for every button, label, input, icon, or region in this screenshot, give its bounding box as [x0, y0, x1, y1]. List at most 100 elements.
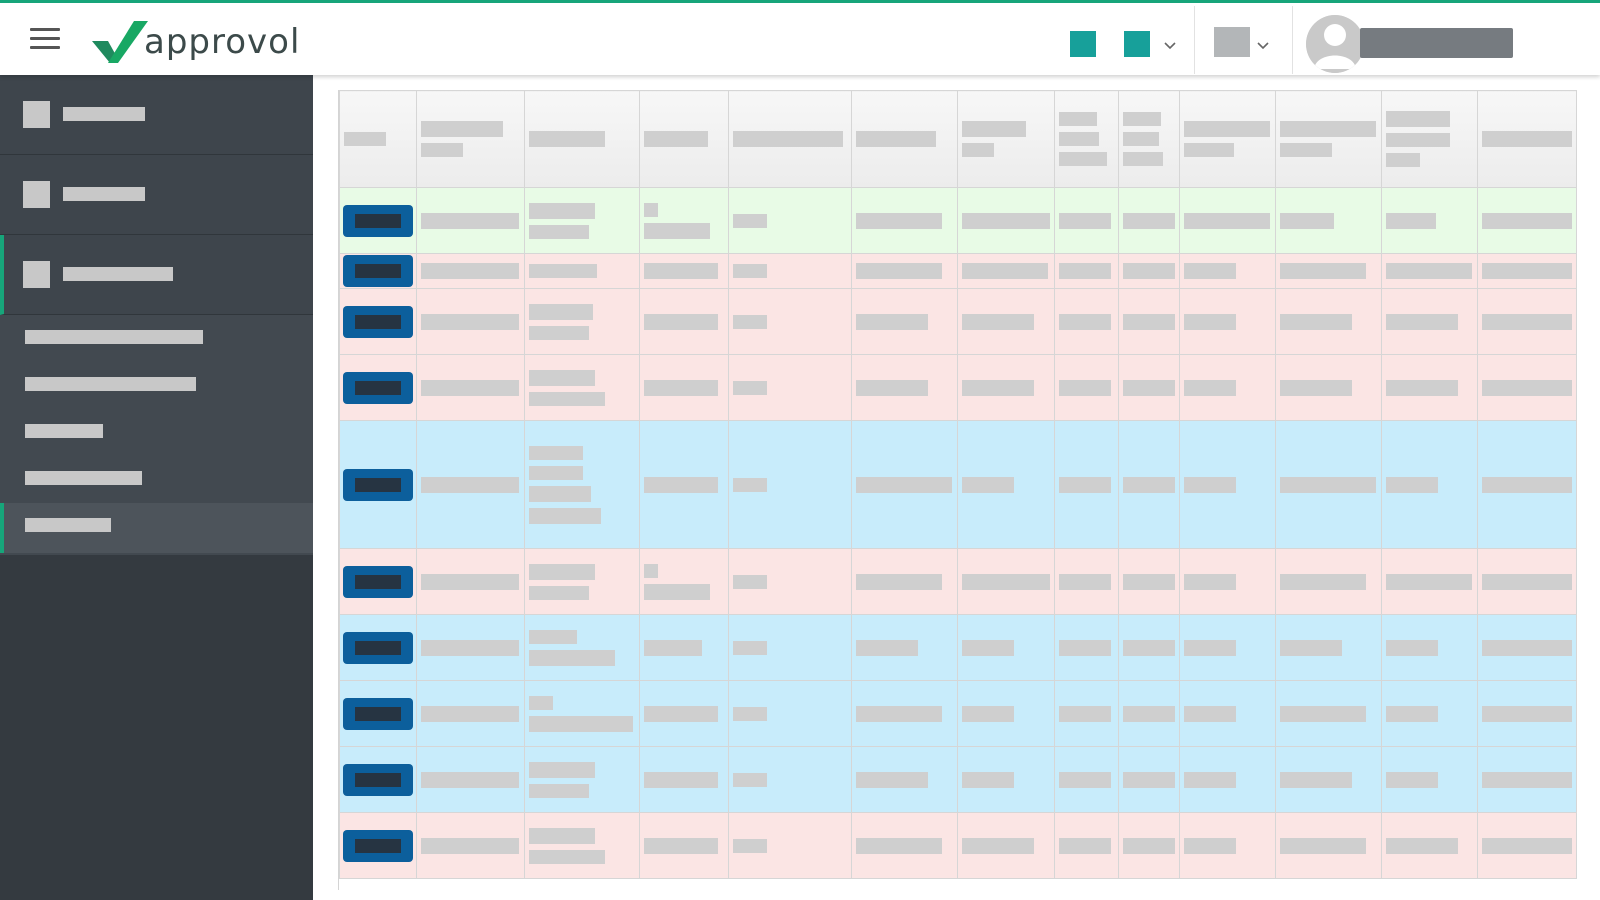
- redacted-text: [1059, 379, 1112, 396]
- table-row[interactable]: [339, 288, 1577, 355]
- row-action-button[interactable]: [342, 763, 413, 796]
- table-cell: [339, 253, 417, 289]
- redacted-text: [1122, 573, 1175, 590]
- column-header[interactable]: [1178, 90, 1276, 188]
- redacted-text: [1386, 771, 1439, 788]
- row-action-button[interactable]: [342, 565, 413, 598]
- sidebar-item-1[interactable]: [0, 75, 313, 155]
- table-cell: [1054, 746, 1119, 813]
- sidebar-item-2[interactable]: [0, 155, 313, 235]
- submenu-item-2[interactable]: [0, 362, 313, 409]
- column-header[interactable]: [1381, 90, 1478, 188]
- row-action-button[interactable]: [342, 468, 413, 501]
- column-header[interactable]: [727, 90, 852, 188]
- row-action-button[interactable]: [342, 255, 413, 287]
- table-cell: [339, 420, 417, 549]
- redacted-text: [1386, 837, 1459, 854]
- submenu-item-4[interactable]: [0, 456, 313, 503]
- table-cell: [1274, 187, 1383, 254]
- column-header[interactable]: [957, 90, 1056, 188]
- redacted-text: [1386, 212, 1437, 229]
- table-scroll-area[interactable]: [338, 90, 1577, 890]
- company-icon[interactable]: [1124, 31, 1150, 57]
- table-cell: [850, 288, 959, 355]
- table-cell: [1054, 548, 1119, 615]
- table-cell: [957, 614, 1056, 681]
- table-row[interactable]: [339, 187, 1577, 254]
- redacted-text: [1279, 143, 1332, 157]
- table-cell: [524, 680, 641, 747]
- redacted-text: [1183, 771, 1236, 788]
- redacted-text: [962, 771, 1015, 788]
- column-header[interactable]: [1274, 90, 1383, 188]
- redacted-text: [1279, 313, 1352, 330]
- column-header[interactable]: [415, 90, 526, 188]
- column-header[interactable]: [1476, 90, 1577, 188]
- table-row[interactable]: [339, 812, 1577, 879]
- chevron-down-icon[interactable]: [1163, 41, 1177, 51]
- redacted-text: [644, 639, 703, 656]
- submenu-item-5[interactable]: [0, 503, 313, 553]
- redacted-text: [644, 222, 711, 239]
- notification-icon[interactable]: [1070, 31, 1096, 57]
- redacted-text: [1183, 212, 1270, 229]
- redacted-text: [344, 132, 386, 146]
- redacted-text: [420, 143, 463, 157]
- redacted-text: [1279, 263, 1366, 279]
- submenu-item-1[interactable]: [0, 315, 313, 362]
- table-row[interactable]: [339, 680, 1577, 747]
- row-action-button[interactable]: [342, 371, 413, 404]
- table-row[interactable]: [339, 420, 1577, 549]
- table-cell: [524, 354, 641, 421]
- table-cell: [1476, 746, 1577, 813]
- user-name[interactable]: [1360, 28, 1513, 58]
- row-action-button[interactable]: [342, 305, 413, 338]
- redacted-text: [855, 313, 928, 330]
- table-cell: [1054, 680, 1119, 747]
- redacted-text: [732, 772, 767, 787]
- user-avatar-icon[interactable]: [1306, 15, 1364, 73]
- column-header[interactable]: [850, 90, 959, 188]
- table-cell: [639, 812, 729, 879]
- table-row[interactable]: [339, 354, 1577, 421]
- column-header[interactable]: [1054, 90, 1119, 188]
- redacted-text: [1481, 263, 1572, 279]
- redacted-text: [732, 706, 767, 721]
- row-action-button[interactable]: [342, 697, 413, 730]
- redacted-text: [1279, 212, 1334, 229]
- table-cell: [339, 614, 417, 681]
- app-logo[interactable]: approvol: [90, 15, 300, 65]
- table-row[interactable]: [339, 746, 1577, 813]
- column-header[interactable]: [339, 90, 417, 188]
- table-cell: [339, 746, 417, 813]
- row-action-button[interactable]: [342, 204, 413, 237]
- redacted-text: [1059, 705, 1112, 722]
- row-action-button[interactable]: [342, 829, 413, 862]
- table-row[interactable]: [339, 614, 1577, 681]
- column-header[interactable]: [524, 90, 641, 188]
- row-action-button[interactable]: [342, 631, 413, 664]
- table-cell: [1117, 288, 1180, 355]
- column-header[interactable]: [1117, 90, 1180, 188]
- redacted-text: [732, 131, 843, 147]
- hamburger-menu-icon[interactable]: [30, 28, 60, 50]
- table-cell: [1117, 746, 1180, 813]
- redacted-text: [529, 303, 594, 320]
- table-cell: [524, 746, 641, 813]
- table-cell: [850, 253, 959, 289]
- table-cell: [415, 614, 526, 681]
- table-row[interactable]: [339, 548, 1577, 615]
- language-icon[interactable]: [1214, 27, 1250, 57]
- table-cell: [727, 420, 852, 549]
- redacted-text: [1122, 379, 1175, 396]
- table-row[interactable]: [339, 253, 1577, 289]
- submenu-item-3[interactable]: [0, 409, 313, 456]
- table-cell: [1274, 812, 1383, 879]
- chevron-down-icon[interactable]: [1256, 41, 1270, 51]
- table-cell: [1274, 253, 1383, 289]
- table-cell: [1476, 253, 1577, 289]
- column-header[interactable]: [639, 90, 729, 188]
- table-cell: [957, 746, 1056, 813]
- redacted-text: [529, 325, 590, 340]
- sidebar-item-3[interactable]: [0, 235, 313, 315]
